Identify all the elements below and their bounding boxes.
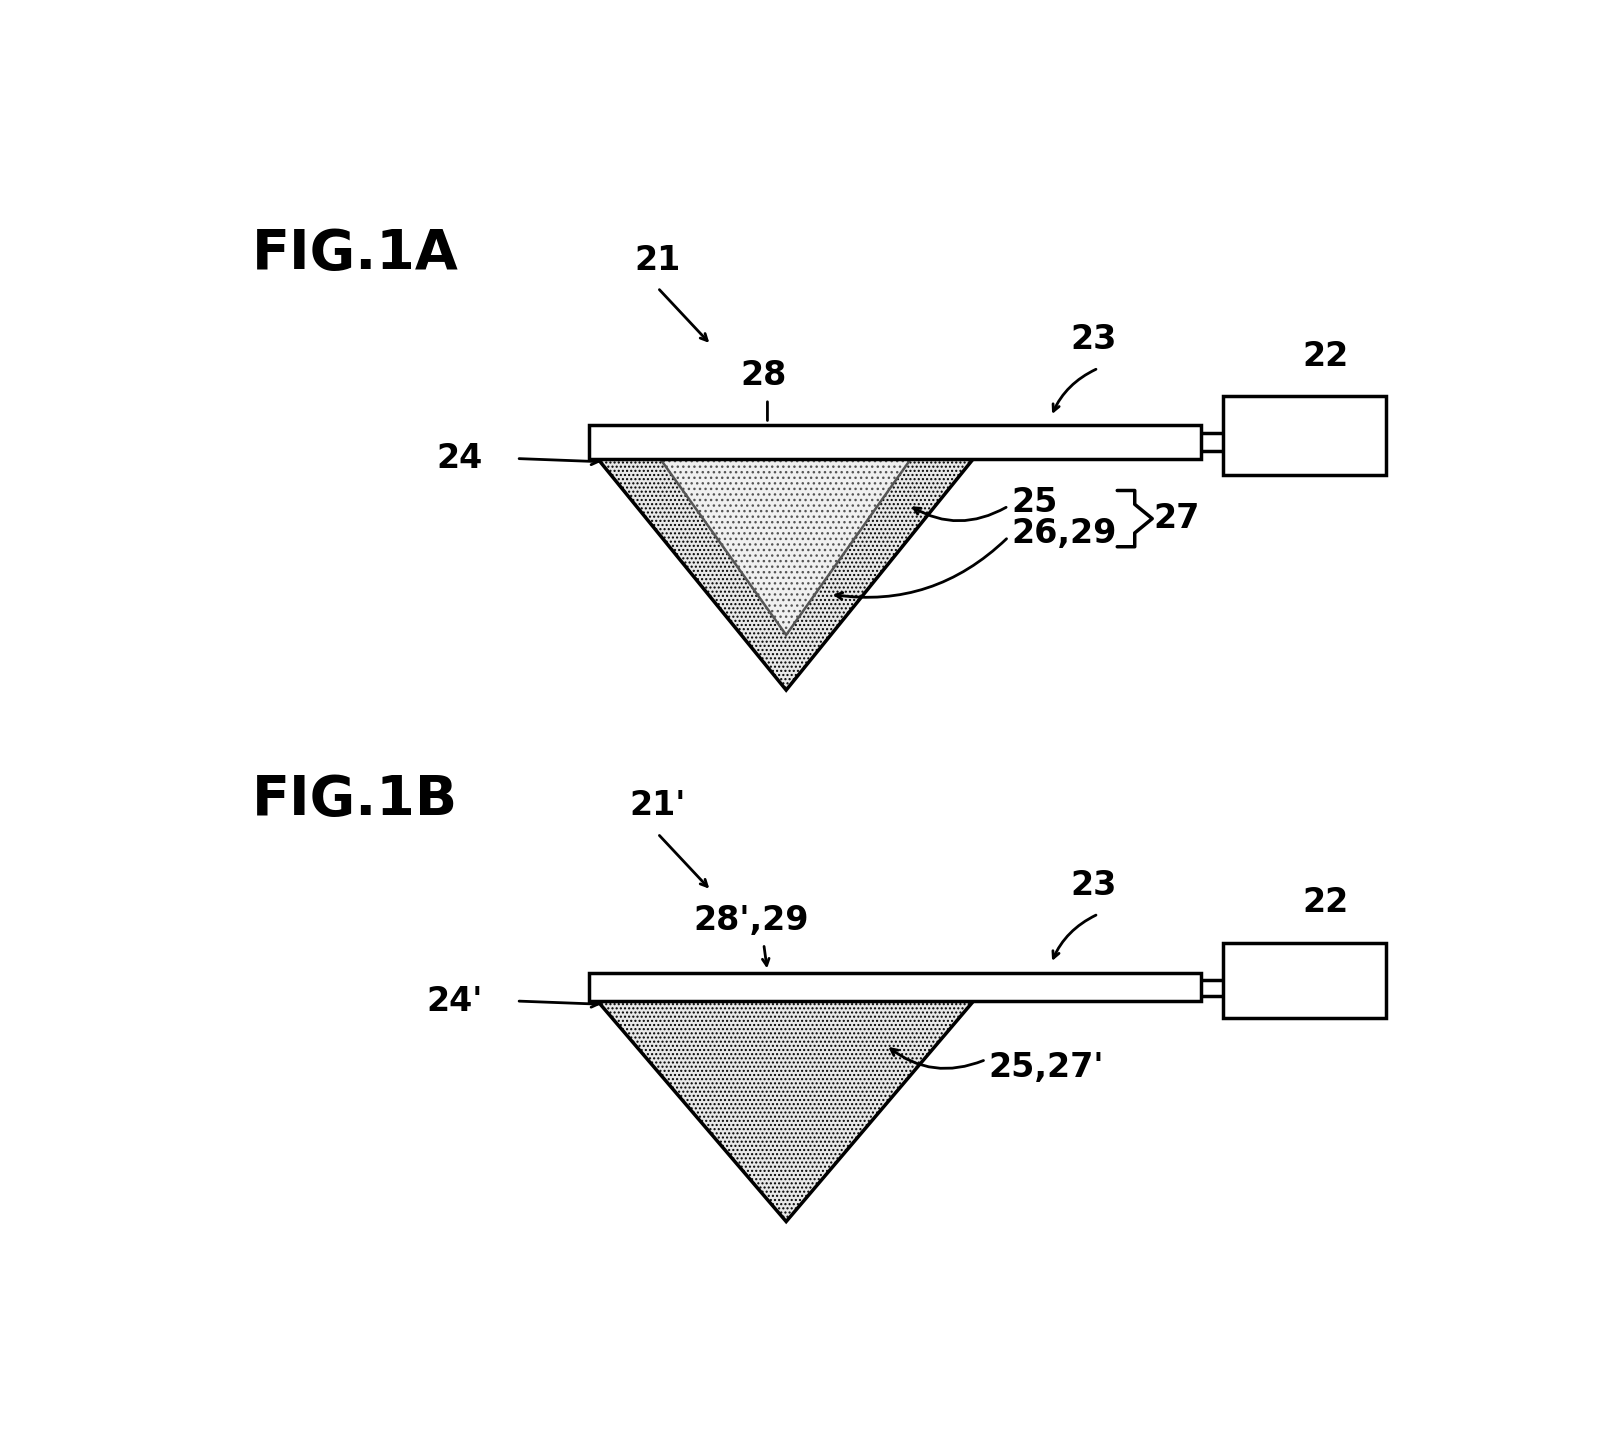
Bar <box>588 974 1201 1001</box>
Polygon shape <box>598 1001 974 1221</box>
Bar <box>1224 942 1386 1018</box>
Bar <box>1145 432 1227 451</box>
Text: 23: 23 <box>1070 869 1117 902</box>
Text: 27: 27 <box>1154 501 1199 534</box>
Polygon shape <box>659 458 911 634</box>
Text: 28: 28 <box>740 359 787 392</box>
Text: 21: 21 <box>635 243 680 276</box>
Text: 26,29: 26,29 <box>1011 517 1117 550</box>
Text: 28',29: 28',29 <box>693 904 809 937</box>
Bar <box>1145 979 1227 995</box>
Text: 23: 23 <box>1070 324 1117 357</box>
Text: 25,27': 25,27' <box>988 1051 1104 1084</box>
Text: 22: 22 <box>1302 339 1349 372</box>
Text: 22: 22 <box>1302 886 1349 919</box>
Text: 24: 24 <box>437 442 482 475</box>
Text: FIG.1B: FIG.1B <box>251 773 458 826</box>
Polygon shape <box>598 458 974 690</box>
Text: 24': 24' <box>426 985 482 1018</box>
Text: 21': 21' <box>629 789 685 822</box>
Bar <box>588 425 1201 458</box>
Text: FIG.1A: FIG.1A <box>251 226 458 281</box>
Bar <box>1224 395 1386 475</box>
Text: 25: 25 <box>1011 485 1057 520</box>
